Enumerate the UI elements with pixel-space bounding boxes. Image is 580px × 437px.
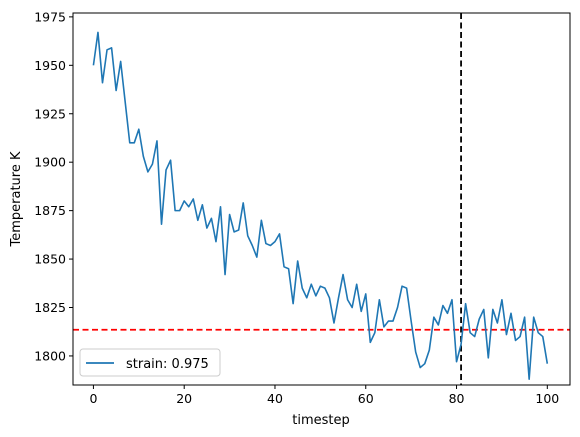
y-tick-label: 1825	[34, 300, 66, 315]
y-axis-label: Temperature K	[9, 151, 24, 247]
x-axis: 0 20 40 60 80 100	[89, 385, 559, 406]
y-tick-label: 1800	[34, 348, 66, 363]
x-tick-label: 60	[358, 391, 374, 406]
y-axis: 1800 1825 1850 1875 1900 1925 1950 1975	[34, 9, 73, 363]
x-axis-label: timestep	[292, 413, 350, 428]
legend-box	[79, 348, 221, 377]
reference-lines	[73, 13, 570, 385]
plot-background	[73, 13, 570, 385]
series-line-0	[92, 31, 549, 380]
y-tick-label: 1850	[34, 252, 66, 267]
x-tick-label: 100	[535, 391, 559, 406]
legend-label: strain: 0.975	[126, 357, 209, 372]
x-tick-label: 80	[449, 391, 465, 406]
series-group	[92, 31, 549, 380]
x-tick-label: 20	[176, 391, 192, 406]
y-tick-label: 1950	[34, 58, 66, 73]
y-tick-label: 1900	[34, 155, 66, 170]
x-tick-label: 0	[89, 391, 97, 406]
legend: strain: 0.975	[79, 348, 221, 377]
plot-frame	[72, 12, 571, 386]
y-tick-label: 1875	[34, 203, 66, 218]
y-tick-label: 1975	[34, 9, 66, 24]
y-tick-label: 1925	[34, 106, 66, 121]
x-tick-label: 40	[267, 391, 283, 406]
